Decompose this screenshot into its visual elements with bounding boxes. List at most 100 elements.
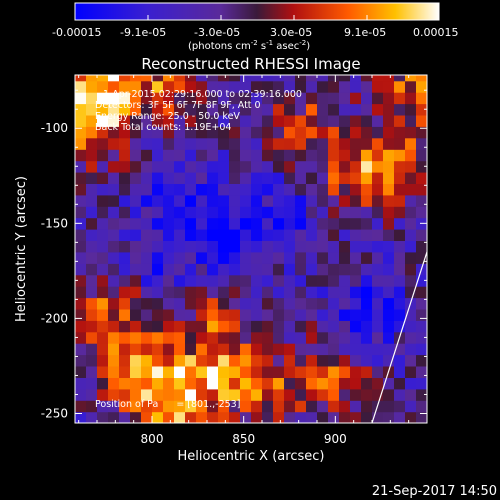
heatmap-cell xyxy=(141,92,153,105)
heatmap-cell xyxy=(372,160,384,173)
heatmap-cell xyxy=(350,92,362,105)
heatmap-cell xyxy=(339,92,351,105)
heatmap-cell xyxy=(97,103,109,116)
heatmap-cell xyxy=(350,240,362,253)
heatmap-cell xyxy=(361,194,373,207)
heatmap-cell xyxy=(152,137,164,150)
heatmap-cell xyxy=(251,183,263,196)
heatmap-cell xyxy=(163,343,175,356)
heatmap-cell xyxy=(262,75,274,82)
heatmap-cell xyxy=(108,126,120,139)
heatmap-cell xyxy=(152,297,164,310)
heatmap-cell xyxy=(350,354,362,367)
heatmap-cell xyxy=(97,126,109,139)
heatmap-cell xyxy=(372,331,384,344)
heatmap-cell xyxy=(185,183,197,196)
heatmap-cell xyxy=(163,229,175,241)
heatmap-cell xyxy=(174,274,186,287)
heatmap-cell xyxy=(405,354,417,367)
heatmap-cell xyxy=(108,354,120,367)
heatmap-cell xyxy=(339,308,351,321)
heatmap-cell xyxy=(394,251,406,264)
heatmap-cell xyxy=(185,206,197,219)
heatmap-cell xyxy=(383,400,395,413)
heatmap-cell xyxy=(229,377,241,390)
heatmap-cell xyxy=(394,343,406,356)
heatmap-cell xyxy=(284,149,296,162)
heatmap-cell xyxy=(416,103,427,116)
heatmap-cell xyxy=(262,80,274,93)
heatmap-cell xyxy=(394,149,406,162)
heatmap-cell xyxy=(108,411,120,423)
heatmap-cell xyxy=(229,149,241,162)
heatmap-cell xyxy=(185,274,197,287)
heatmap-cell xyxy=(383,240,395,253)
heatmap-cell xyxy=(196,126,208,139)
heatmap-cell xyxy=(108,229,120,241)
heatmap-cell xyxy=(174,240,186,253)
heatmap-cell xyxy=(196,217,208,230)
heatmap-cell xyxy=(207,137,219,150)
heatmap-cell xyxy=(416,114,427,127)
heatmap-cell xyxy=(218,297,230,310)
heatmap-cell xyxy=(108,263,120,276)
heatmap-cell xyxy=(361,75,373,82)
heatmap-cell xyxy=(262,286,274,299)
heatmap-cell xyxy=(97,388,109,401)
heatmap-cell xyxy=(141,354,153,367)
heatmap-cell xyxy=(185,172,197,184)
heatmap-cell xyxy=(306,343,318,356)
heatmap-cell xyxy=(185,240,197,253)
heatmap-cell xyxy=(130,366,142,378)
heatmap-cell xyxy=(350,377,362,390)
heatmap-cell xyxy=(119,172,131,184)
heatmap-cell xyxy=(284,388,296,401)
heatmap-cell xyxy=(163,308,175,321)
heatmap-cell xyxy=(306,388,318,401)
heatmap-cell xyxy=(207,388,219,401)
heatmap-cell xyxy=(108,92,120,105)
heatmap-cell xyxy=(361,366,373,378)
heatmap-cell xyxy=(218,377,230,390)
heatmap-cell xyxy=(405,137,417,150)
heatmap-cell xyxy=(273,377,285,390)
heatmap-cell xyxy=(207,194,219,207)
heatmap-cell xyxy=(97,331,109,344)
heatmap-cell xyxy=(229,297,241,310)
heatmap-cell xyxy=(240,320,252,333)
heatmap-cell xyxy=(108,172,120,184)
heatmap-cell xyxy=(295,388,307,401)
heatmap-cell xyxy=(383,343,395,356)
heatmap-cell xyxy=(196,206,208,219)
heatmap-cell xyxy=(306,75,318,82)
heatmap-cell xyxy=(108,400,120,413)
heatmap-cell xyxy=(328,149,340,162)
heatmap-cell xyxy=(372,343,384,356)
heatmap-cell xyxy=(317,388,329,401)
heatmap-cell xyxy=(75,183,87,196)
heatmap-cell xyxy=(339,354,351,367)
heatmap-cell xyxy=(394,206,406,219)
heatmap-cell xyxy=(141,137,153,150)
heatmap-cell xyxy=(152,75,164,82)
heatmap-cell xyxy=(295,183,307,196)
heatmap-cell xyxy=(141,240,153,253)
heatmap-cell xyxy=(405,80,417,93)
heatmap-cell xyxy=(339,80,351,93)
heatmap-cell xyxy=(86,160,98,173)
heatmap-cell xyxy=(174,354,186,367)
heatmap-cell xyxy=(108,286,120,299)
heatmap-cell xyxy=(317,92,329,105)
heatmap-cell xyxy=(284,92,296,105)
footer-date: 21-Sep-2017 14:50 xyxy=(372,484,497,499)
heatmap-cell xyxy=(229,75,241,82)
heatmap-cell xyxy=(174,149,186,162)
heatmap-cell xyxy=(152,114,164,127)
heatmap-cell xyxy=(141,320,153,333)
colorbar xyxy=(74,2,440,21)
heatmap-cell xyxy=(163,114,175,127)
tick-label: 900 xyxy=(324,432,347,446)
heatmap-cell xyxy=(75,331,87,344)
heatmap-cell xyxy=(75,377,87,390)
